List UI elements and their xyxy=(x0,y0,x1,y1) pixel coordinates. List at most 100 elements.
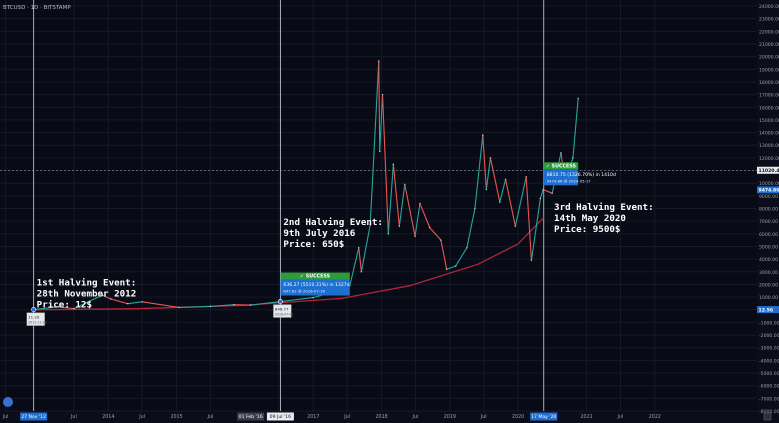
price-axis-tag xyxy=(757,166,779,174)
y-tick-label: 2000.00 xyxy=(759,282,778,288)
price-axis-tag xyxy=(757,306,779,314)
price-point xyxy=(101,294,104,296)
y-tick-label: 5000.00 xyxy=(759,244,778,250)
measure-line1: 636.27 (5510.31%) in 1327d xyxy=(283,282,349,288)
settings-icon xyxy=(763,412,772,421)
price-segment xyxy=(419,203,431,228)
price-point xyxy=(542,188,544,191)
y-tick-label: -8000.00 xyxy=(759,409,779,415)
measure-line1: 8810.75 (1326.70%) in 1410d xyxy=(547,172,616,178)
price-point xyxy=(504,178,507,181)
price-segment xyxy=(482,135,487,190)
success-label: ✓ SUCCESS xyxy=(546,164,577,170)
y-tick-label: 20000.00 xyxy=(759,55,779,61)
price-segment xyxy=(349,247,360,286)
price-point xyxy=(141,301,143,303)
price-point xyxy=(499,201,501,203)
y-tick-label: -6000.00 xyxy=(759,384,779,390)
price-segment xyxy=(369,61,380,225)
x-highlight-tag xyxy=(266,412,294,421)
x-tick-label: 2019 xyxy=(444,414,456,420)
x-highlight-label: 09 Jul '16 xyxy=(270,414,291,420)
price-point xyxy=(454,265,457,267)
y-tick-label: 1000.00 xyxy=(759,295,778,301)
success-badge xyxy=(280,272,350,280)
price-segment xyxy=(489,157,501,203)
y-tick-label: 8000.00 xyxy=(759,207,778,213)
price-point xyxy=(369,224,371,226)
x-highlight-label: 01 Feb '16 xyxy=(239,414,263,420)
price-segment xyxy=(499,179,507,203)
price-axis-tag-label: 12.56 xyxy=(759,307,774,313)
price-point xyxy=(466,247,468,249)
y-tick-label: -3000.00 xyxy=(759,346,779,352)
price-point xyxy=(209,305,212,308)
x-tick-label: Jul xyxy=(480,414,487,420)
price-segment xyxy=(398,184,406,227)
price-point xyxy=(127,302,129,305)
price-point xyxy=(419,202,421,205)
y-tick-label: 4000.00 xyxy=(759,257,778,263)
success-label: ✓ SUCCESS xyxy=(300,274,331,280)
origin-label-date: 2012-11-28 xyxy=(28,321,47,325)
x-tick-label: Jul xyxy=(343,414,350,420)
price-point xyxy=(414,235,416,238)
x-tick-label: 2017 xyxy=(307,414,319,420)
price-point xyxy=(551,192,553,195)
y-tick-label: 21000.00 xyxy=(759,42,779,48)
x-highlight-tag xyxy=(530,412,558,421)
price-segment xyxy=(280,297,314,303)
x-highlight-label: 27 Nov '12 xyxy=(21,414,46,420)
price-segment xyxy=(440,240,448,270)
price-point xyxy=(539,197,542,200)
y-tick-label: 16000.00 xyxy=(759,105,779,111)
y-tick-label: 6000.00 xyxy=(759,232,778,238)
x-tick-label: Jul xyxy=(2,414,9,420)
y-tick-label: 24000.00 xyxy=(759,4,779,10)
halving-annotation-line: 14th May 2020 xyxy=(554,213,626,224)
price-segment xyxy=(542,189,553,194)
price-point xyxy=(398,225,401,227)
price-point xyxy=(249,304,252,306)
origin-label-date: 2016-07-09 xyxy=(275,313,294,317)
x-tick-label: 2020 xyxy=(512,414,524,420)
price-axis-tag-label: 11020.44 xyxy=(759,168,779,174)
price-point xyxy=(358,247,360,249)
y-tick-label: 14000.00 xyxy=(759,131,779,137)
y-tick-label: -7000.00 xyxy=(759,396,779,402)
price-segment xyxy=(58,306,74,310)
x-tick-label: 2021 xyxy=(580,414,592,420)
price-axis-tag-label: 9474.86 xyxy=(759,188,779,194)
halving-annotation-line: Price: 650$ xyxy=(283,239,344,250)
x-tick-label: 2018 xyxy=(375,414,387,420)
price-point xyxy=(485,188,488,191)
x-tick-label: Jul xyxy=(412,414,419,420)
price-segment xyxy=(404,184,416,237)
x-tick-label: 2022 xyxy=(649,414,661,420)
price-segment xyxy=(33,306,59,311)
price-segment xyxy=(178,305,211,309)
price-segment xyxy=(379,94,384,152)
price-segment xyxy=(429,227,442,241)
price-segment xyxy=(127,301,143,305)
price-segment xyxy=(360,224,371,272)
measure-info-box xyxy=(280,279,350,296)
y-tick-label: 18000.00 xyxy=(759,80,779,86)
price-segment xyxy=(572,98,579,158)
price-point xyxy=(514,225,517,227)
origin-label-box xyxy=(26,312,45,326)
price-point xyxy=(577,97,579,100)
price-point xyxy=(525,176,527,178)
success-badge xyxy=(543,162,579,170)
y-tick-label: 19000.00 xyxy=(759,67,779,73)
origin-label-price: 11.20 xyxy=(28,315,40,320)
origin-label-price: 646.77 xyxy=(275,307,289,312)
trend-curve xyxy=(33,216,545,311)
price-point xyxy=(392,163,395,165)
halving-annotation-line: Price: 12$ xyxy=(37,300,92,311)
price-segment xyxy=(525,176,532,261)
price-segment xyxy=(378,61,381,152)
x-tick-label: Jul xyxy=(617,414,624,420)
